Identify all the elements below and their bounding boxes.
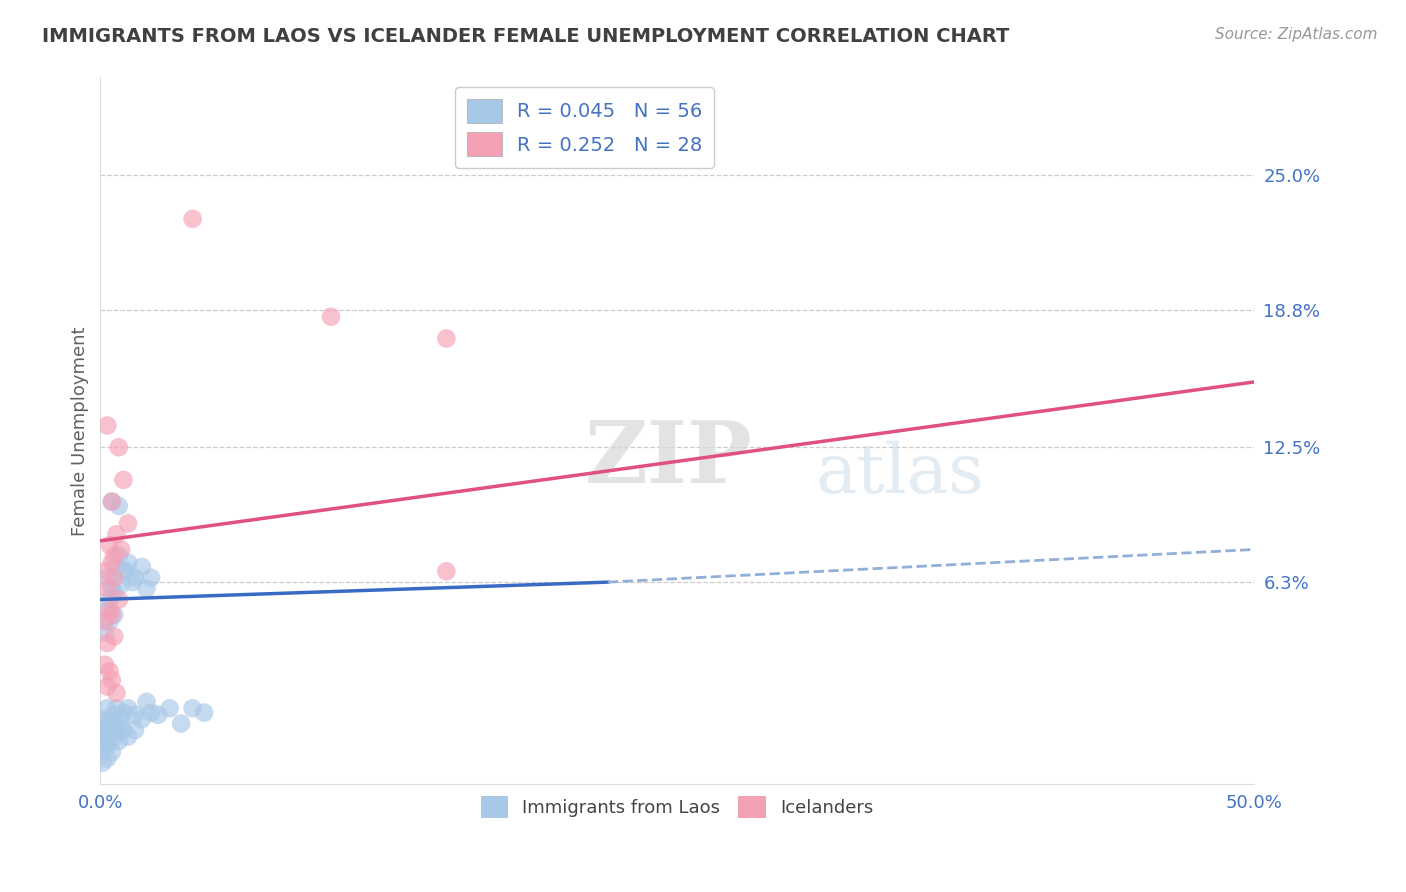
Point (124, 723, 146, 737)
Point (101, 745, 124, 759)
Point (96, 418, 118, 433)
Point (101, 494, 124, 508)
Point (103, 707, 125, 722)
Point (434, 331, 457, 345)
Point (112, 473, 135, 487)
Point (101, 556, 124, 570)
Point (94, 625, 117, 640)
Point (105, 723, 128, 737)
Point (96, 582, 118, 596)
Point (96, 636, 118, 650)
Point (124, 707, 146, 722)
Point (91, 723, 114, 737)
Point (96, 701, 118, 715)
Text: IMMIGRANTS FROM LAOS VS ICELANDER FEMALE UNEMPLOYMENT CORRELATION CHART: IMMIGRANTS FROM LAOS VS ICELANDER FEMALE… (42, 27, 1010, 45)
Point (105, 560, 128, 574)
Point (170, 716, 193, 731)
Point (101, 712, 124, 726)
Point (98, 665, 121, 679)
Point (117, 516, 139, 531)
Point (135, 695, 157, 709)
Point (193, 706, 215, 720)
Point (139, 706, 162, 720)
Point (101, 494, 124, 508)
Point (91, 745, 114, 759)
Legend: Immigrants from Laos, Icelanders: Immigrants from Laos, Icelanders (474, 789, 880, 825)
Point (96, 739, 118, 753)
Point (112, 706, 135, 720)
Point (139, 571, 162, 585)
Point (135, 582, 157, 596)
Point (117, 730, 139, 744)
Text: atlas: atlas (815, 440, 984, 507)
Point (159, 701, 181, 715)
Point (124, 571, 146, 585)
Point (107, 440, 129, 454)
Text: ZIP: ZIP (585, 417, 752, 501)
Point (107, 499, 129, 513)
Point (112, 564, 135, 578)
Point (98, 603, 121, 617)
Point (112, 723, 135, 737)
Point (131, 560, 153, 574)
Point (103, 630, 125, 644)
Point (94, 734, 117, 748)
Point (94, 730, 117, 744)
Point (94, 716, 117, 731)
Point (98, 592, 121, 607)
Point (103, 586, 125, 600)
Point (181, 211, 204, 226)
Point (91, 756, 114, 770)
Point (96, 751, 118, 765)
Text: Source: ZipAtlas.com: Source: ZipAtlas.com (1215, 27, 1378, 42)
Point (101, 582, 124, 596)
Point (107, 734, 129, 748)
Point (96, 680, 118, 694)
Point (105, 527, 128, 541)
Point (98, 538, 121, 552)
Point (434, 564, 457, 578)
Point (110, 542, 132, 557)
Point (107, 549, 129, 563)
Point (94, 614, 117, 628)
Point (94, 564, 117, 578)
Point (117, 556, 139, 570)
Point (91, 712, 114, 726)
Point (103, 607, 125, 622)
Point (101, 673, 124, 687)
Point (96, 571, 118, 585)
Point (107, 592, 129, 607)
Point (131, 712, 153, 726)
Point (101, 607, 124, 622)
Point (105, 701, 128, 715)
Point (103, 730, 125, 744)
Point (98, 734, 121, 748)
Point (103, 549, 125, 563)
Point (146, 707, 169, 722)
Point (117, 701, 139, 715)
Point (114, 564, 136, 578)
Point (181, 701, 204, 715)
Point (110, 577, 132, 591)
Point (94, 657, 117, 672)
Point (121, 575, 143, 590)
Point (105, 686, 128, 700)
Point (110, 712, 132, 726)
Point (96, 603, 118, 617)
Y-axis label: Female Unemployment: Female Unemployment (72, 326, 89, 536)
Point (98, 614, 121, 628)
Point (319, 310, 342, 324)
Point (107, 719, 129, 733)
Point (98, 723, 121, 737)
Point (103, 571, 125, 585)
